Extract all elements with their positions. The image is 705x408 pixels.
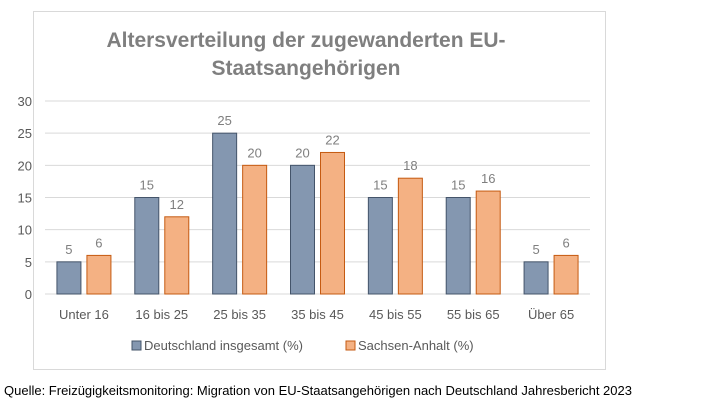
- data-label-sachsen-anhalt-1: 6: [95, 235, 102, 250]
- legend-swatch-deutschland: [131, 340, 142, 351]
- data-label-sachsen-anhalt-5: 18: [403, 158, 417, 173]
- bar-sachsen-anhalt-7: [553, 254, 579, 295]
- gridlines: [45, 100, 590, 295]
- bar-deutschland-7: [523, 261, 549, 295]
- x-tick-label-4: 35 bis 45: [291, 307, 344, 322]
- y-tick-label-0: 0: [25, 287, 32, 302]
- bars: [56, 132, 579, 295]
- data-label-deutschland-5: 15: [373, 178, 387, 193]
- x-tick-label-5: 45 bis 55: [369, 307, 422, 322]
- bar-sachsen-anhalt-5: [397, 177, 423, 295]
- data-label-deutschland-7: 5: [532, 242, 539, 257]
- chart-title-line-2: Staatsangehörigen: [211, 57, 400, 80]
- bar-deutschland-5: [367, 197, 393, 295]
- bar-sachsen-anhalt-4: [320, 151, 345, 295]
- legend-label-sachsen-anhalt: Sachsen-Anhalt (%): [358, 338, 474, 353]
- bar-sachsen-anhalt-2: [164, 216, 190, 295]
- x-tick-label-7: Über 65: [528, 307, 574, 322]
- legend-label-deutschland: Deutschland insgesamt (%): [144, 338, 303, 353]
- bar-deutschland-6: [445, 197, 471, 295]
- y-tick-label-10: 10: [18, 223, 32, 238]
- data-label-sachsen-anhalt-3: 20: [247, 145, 261, 160]
- y-tick-label-30: 30: [18, 94, 32, 109]
- y-tick-label-20: 20: [18, 158, 32, 173]
- x-tick-label-6: 55 bis 65: [447, 307, 500, 322]
- legend: Deutschland insgesamt (%) Sachsen-Anhalt…: [131, 338, 474, 353]
- x-tick-label-3: 25 bis 35: [213, 307, 266, 322]
- data-label-sachsen-anhalt-6: 16: [481, 171, 495, 186]
- data-label-deutschland-6: 15: [451, 178, 465, 193]
- bar-deutschland-2: [134, 197, 160, 295]
- bar-deutschland-3: [212, 132, 238, 295]
- bar-deutschland-1: [56, 261, 82, 295]
- bar-sachsen-anhalt-6: [475, 190, 501, 295]
- data-label-deutschland-1: 5: [65, 242, 72, 257]
- data-labels: 5 6 15 12 25 20 20 22 15 18 15 16 5 6: [65, 113, 569, 257]
- y-tick-label-15: 15: [18, 191, 32, 206]
- x-tick-label-2: 16 bis 25: [135, 307, 188, 322]
- y-axis-ticks: 0 5 10 15 20 25 30: [18, 94, 32, 302]
- legend-swatch-sachsen-anhalt: [345, 340, 356, 351]
- data-label-sachsen-anhalt-4: 22: [325, 132, 339, 147]
- bar-sachsen-anhalt-3: [242, 164, 268, 295]
- x-tick-label-1: Unter 16: [59, 307, 109, 322]
- source-caption: Quelle: Freizügigkeitsmonitoring: Migrat…: [4, 383, 632, 398]
- bar-deutschland-4: [290, 164, 315, 295]
- data-label-sachsen-anhalt-2: 12: [170, 197, 184, 212]
- y-tick-label-5: 5: [25, 255, 32, 270]
- x-axis-ticks: Unter 16 16 bis 25 25 bis 35 35 bis 45 45 bi…: [59, 307, 574, 322]
- data-label-deutschland-2: 15: [140, 178, 154, 193]
- chart-title-line-1: Altersverteilung der zugewanderten EU-: [106, 29, 505, 52]
- data-label-sachsen-anhalt-7: 6: [562, 235, 569, 250]
- chart-frame: [33, 11, 606, 370]
- bar-sachsen-anhalt-1: [86, 254, 112, 295]
- data-label-deutschland-4: 20: [295, 145, 309, 160]
- y-tick-label-25: 25: [18, 126, 32, 141]
- data-label-deutschland-3: 25: [217, 113, 231, 128]
